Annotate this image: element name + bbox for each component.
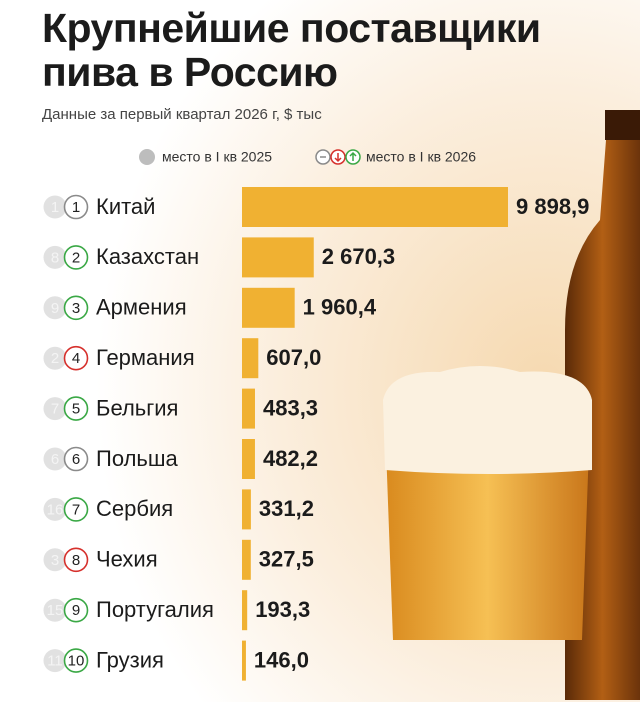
value-label: 193,3: [255, 597, 310, 622]
value-label: 146,0: [254, 647, 309, 672]
beer-glass: [385, 420, 590, 640]
rank-2025-circle: [43, 397, 67, 421]
bar: [242, 640, 246, 681]
bar: [242, 338, 259, 379]
rank-2025: 8: [51, 249, 59, 266]
rank-2025: 2: [51, 350, 59, 367]
rank-2025-circle: [43, 649, 67, 673]
rank-2026: 4: [72, 350, 80, 367]
value-label: 327,5: [259, 547, 314, 572]
rank-2026-circle: [63, 597, 89, 623]
rank-2026: 10: [68, 653, 85, 670]
category-label: Армения: [96, 295, 187, 320]
rank-2026-circle: [63, 194, 89, 220]
rank-2025: 9: [51, 300, 59, 317]
rank-2026-circle: [63, 497, 89, 522]
bottle-cap: [605, 110, 640, 140]
value-label: 2 670,3: [322, 244, 395, 269]
bar: [242, 237, 314, 278]
category-label: Португалия: [96, 597, 214, 622]
chart-title: Крупнейшие поставщики пива в Россию: [42, 5, 541, 95]
legend-icon: [315, 149, 361, 165]
category-label: Грузия: [96, 647, 164, 672]
rank-2026-circle: [63, 446, 89, 472]
bar: [242, 388, 255, 429]
bar: [242, 439, 255, 479]
rank-2026-circle: [63, 396, 89, 421]
rank-2026: 9: [72, 602, 80, 619]
rank-2025: 7: [51, 401, 59, 418]
rank-2025-circle: [43, 447, 67, 471]
rank-2025-circle: [43, 548, 67, 572]
beer-foam: [383, 366, 592, 474]
chart-subtitle: Данные за первый квартал 2026 г, $ тыс: [42, 106, 322, 123]
legend: место в I кв 2025 место в I кв 2026: [139, 149, 476, 165]
bar: [242, 489, 251, 530]
rank-2026: 3: [72, 300, 80, 317]
rank-2026: 5: [72, 401, 80, 418]
rank-2025: 6: [51, 451, 59, 468]
value-label: 483,3: [263, 395, 318, 420]
rank-2025: 16: [47, 501, 64, 518]
bar: [242, 287, 295, 328]
rank-2026: 2: [72, 249, 80, 266]
rank-2026: 8: [72, 552, 80, 569]
value-label: 607,0: [266, 345, 321, 370]
rank-2026-circle: [63, 648, 89, 673]
category-label: Сербия: [96, 496, 173, 521]
rank-2025-circle: [43, 245, 67, 269]
rank-2025: 15: [47, 602, 64, 619]
rank-2026-circle: [63, 547, 89, 573]
rank-2025-circle: [43, 296, 67, 320]
legend-swatch: [139, 149, 155, 165]
value-label: 1 960,4: [303, 295, 377, 320]
category-label: Китай: [96, 194, 155, 219]
rank-2026: 6: [72, 451, 80, 468]
bar: [242, 539, 251, 580]
value-label: 9 898,9: [516, 194, 589, 219]
rank-2025-circle: [43, 195, 67, 219]
rank-2026-circle: [63, 295, 89, 321]
bar: [242, 187, 508, 227]
rank-2026-circle: [63, 245, 89, 270]
rank-2025: 1: [51, 199, 59, 216]
category-label: Казахстан: [96, 244, 199, 269]
category-label: Чехия: [96, 547, 158, 572]
rank-2025: 11: [47, 653, 63, 670]
legend-label: место в I кв 2026: [366, 149, 476, 165]
rank-2025-circle: [43, 598, 67, 622]
rank-2025: 3: [51, 552, 59, 569]
rank-2026: 1: [72, 199, 80, 216]
rank-2025-circle: [43, 497, 67, 521]
category-label: Бельгия: [96, 395, 178, 420]
value-label: 331,2: [259, 496, 314, 521]
rank-2026: 7: [72, 501, 80, 518]
category-label: Польша: [96, 446, 179, 471]
value-label: 482,2: [263, 446, 318, 471]
rank-2026-circle: [63, 345, 89, 371]
legend-label: место в I кв 2025: [162, 149, 272, 165]
bar: [242, 590, 248, 631]
category-label: Германия: [96, 345, 195, 370]
rank-2025-circle: [43, 346, 67, 370]
